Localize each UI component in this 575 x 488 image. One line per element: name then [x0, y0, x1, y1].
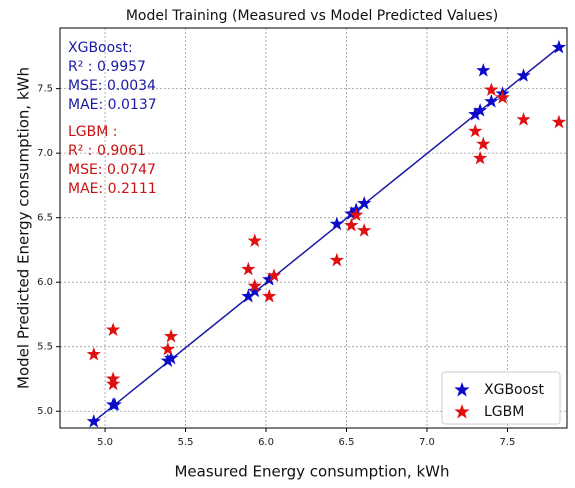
data-point: [468, 123, 483, 138]
data-point: [105, 376, 121, 391]
data-point: [357, 223, 372, 237]
data-point: [516, 68, 531, 82]
chart-title: Model Training (Measured vs Model Predic…: [126, 8, 498, 24]
data-point: [472, 103, 488, 117]
y-tick-label: 6.0: [37, 277, 53, 288]
data-point: [241, 288, 256, 303]
x-tick-label: 6.5: [339, 437, 355, 448]
data-point: [484, 94, 499, 108]
annotation-text: LGBM :: [68, 124, 118, 140]
data-point: [86, 414, 101, 428]
data-point: [329, 252, 344, 267]
data-point: [551, 114, 567, 129]
y-tick-label: 6.5: [37, 213, 53, 224]
legend: XGBoost LGBM: [441, 371, 561, 425]
data-point: [163, 350, 179, 365]
annotation-text: R² : 0.9061: [68, 143, 146, 159]
legend-label: XGBoost: [484, 382, 544, 398]
y-tick-label: 7.5: [37, 84, 53, 95]
y-tick-label: 7.0: [37, 148, 53, 159]
annotation-text: R² : 0.9957: [68, 59, 146, 75]
data-point: [262, 272, 277, 286]
data-point: [163, 328, 179, 343]
annotation-text: MSE: 0.0034: [68, 78, 156, 94]
x-tick-label: 7.0: [419, 437, 435, 448]
legend-marker: [454, 382, 470, 397]
annotation-text: XGBoost:: [68, 40, 133, 56]
legend-marker: [454, 404, 470, 419]
data-point: [476, 63, 491, 77]
annotation-text: MSE: 0.0747: [68, 162, 156, 178]
annotation-text: MAE: 0.2111: [68, 181, 157, 197]
legend-label: LGBM: [484, 404, 524, 420]
x-tick-label: 5.0: [97, 437, 113, 448]
y-tick-label: 5.5: [37, 342, 53, 353]
data-point: [160, 353, 175, 367]
data-point: [357, 195, 372, 210]
data-point: [247, 233, 262, 247]
x-tick-label: 5.5: [178, 437, 194, 448]
x-tick-label: 6.0: [258, 437, 274, 448]
legend-box: [441, 371, 561, 425]
data-point: [241, 261, 256, 276]
data-point: [516, 112, 531, 126]
data-point: [468, 106, 483, 121]
data-point: [484, 82, 499, 96]
data-point: [247, 283, 262, 298]
data-point: [476, 136, 491, 151]
data-point: [551, 39, 567, 54]
x-tick-label: 7.5: [499, 437, 515, 448]
x-axis-label: Measured Energy consumption, kWh: [174, 463, 449, 481]
data-point: [247, 278, 262, 293]
y-axis-label: Model Predicted Energy consumption, kWh: [15, 67, 33, 389]
data-point: [160, 341, 175, 356]
data-point: [262, 288, 277, 303]
data-point: [107, 397, 122, 411]
data-point: [266, 268, 282, 282]
data-point: [472, 150, 488, 165]
data-point: [349, 207, 364, 222]
data-point: [86, 346, 101, 361]
data-point: [105, 322, 121, 336]
y-tick-label: 5.0: [37, 406, 53, 417]
data-point: [495, 90, 510, 104]
data-point: [329, 216, 344, 231]
plot-frame: [59, 27, 568, 429]
data-point: [344, 217, 359, 232]
annotation-text: MAE: 0.0137: [68, 97, 157, 113]
